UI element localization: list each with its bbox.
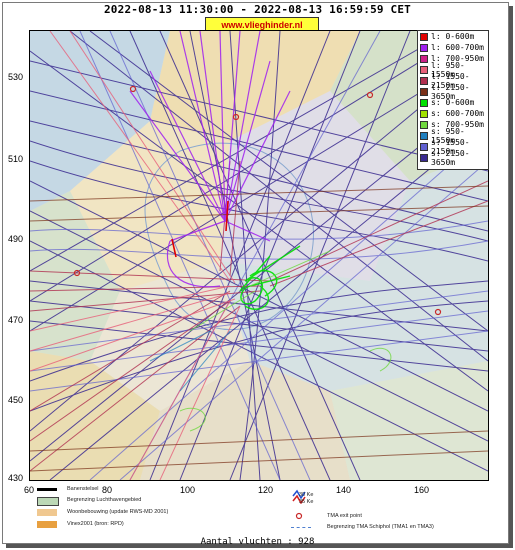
tracks-mid-s bbox=[30, 31, 488, 480]
tracks-l-600 bbox=[129, 31, 291, 288]
legend-label: s: 2150-3650m bbox=[431, 148, 470, 167]
polder-area bbox=[30, 191, 120, 361]
x-tick: 100 bbox=[180, 485, 196, 495]
tracks-l-1550 bbox=[30, 160, 488, 472]
legend-label: l: 1550-2150m bbox=[431, 71, 470, 90]
legend-swatch bbox=[420, 153, 428, 162]
legend-swatch bbox=[420, 87, 428, 96]
legend-item: s: 950-1550m bbox=[418, 127, 488, 145]
legend-item: l: 1550-2150m bbox=[418, 72, 488, 90]
flight-track-map bbox=[29, 30, 489, 481]
legend-label: s: 950-1550m bbox=[431, 126, 465, 145]
legend-swatch bbox=[420, 109, 428, 118]
tma-boundary bbox=[144, 142, 314, 331]
legend-item: l: 0-600m bbox=[418, 31, 488, 42]
legend-swatch bbox=[420, 54, 428, 63]
flight-count: Aantal vluchten : 928 bbox=[200, 537, 315, 547]
tracks-s-950 bbox=[149, 330, 231, 392]
legend-label: s: 600-700m bbox=[431, 109, 484, 118]
legend-item: s: 600-700m bbox=[418, 108, 488, 119]
legend-swatch bbox=[420, 120, 428, 129]
y-tick: 530 bbox=[8, 72, 24, 82]
time-range-title: 2022-08-13 11:30:00 - 2022-08-13 16:59:5… bbox=[103, 3, 411, 16]
legend-label: l: 700-950m bbox=[431, 54, 484, 63]
legend-swatch bbox=[420, 98, 428, 107]
tma-boundary-swatch bbox=[291, 527, 311, 528]
vinex-label: Vinex2001 (bron: RPD) bbox=[67, 521, 124, 527]
tma-exit-icon bbox=[295, 512, 303, 520]
legend-swatch bbox=[420, 142, 428, 151]
housing-area bbox=[150, 31, 360, 141]
x-tick: 60 bbox=[24, 485, 35, 495]
map-legend-strip: Banenstelsel Begrenzing Luchthavengebied… bbox=[29, 482, 487, 534]
noise-30-label: 30 Ke bbox=[299, 492, 314, 498]
legend-swatch bbox=[420, 65, 428, 74]
legend-item: s: 700-950m bbox=[418, 119, 488, 130]
x-tick: 120 bbox=[258, 485, 274, 495]
vinex-swatch bbox=[37, 521, 57, 528]
y-tick: 470 bbox=[8, 315, 24, 325]
tma-exit-points bbox=[73, 85, 442, 316]
housing-area bbox=[70, 121, 230, 291]
tracks-l-950 bbox=[30, 31, 241, 480]
legend-label: l: 600-700m bbox=[431, 43, 484, 52]
tracks-s-700 bbox=[179, 250, 392, 432]
legend-label: l: 950-1550m bbox=[431, 60, 465, 79]
tracks-l-2150 bbox=[30, 185, 488, 472]
legend-item: l: 950-1550m bbox=[418, 61, 488, 79]
legend-label: s: 1550-2150m bbox=[431, 137, 470, 156]
noise-35-label: 35 Ke bbox=[299, 499, 314, 505]
housing-label: Woonbebouwing (update RWS-MD 2001) bbox=[67, 509, 169, 515]
tracks-s-0-600 bbox=[239, 245, 301, 310]
legend-swatch bbox=[420, 131, 428, 140]
map-canvas bbox=[30, 31, 488, 480]
water-area bbox=[220, 151, 488, 391]
legend-swatch bbox=[420, 32, 428, 41]
y-tick: 450 bbox=[8, 395, 24, 405]
airport-boundary-swatch bbox=[37, 497, 59, 506]
legend-item: l: 700-950m bbox=[418, 53, 488, 64]
water-area bbox=[30, 31, 170, 211]
y-tick: 430 bbox=[8, 473, 24, 483]
legend-swatch bbox=[420, 76, 428, 85]
x-tick: 80 bbox=[102, 485, 113, 495]
housing-swatch bbox=[37, 509, 57, 516]
legend-label: s: 0-600m bbox=[431, 98, 475, 107]
tracks-l-0-600 bbox=[171, 200, 229, 258]
land-area bbox=[140, 361, 350, 480]
altitude-legend: l: 0-600m l: 600-700m l: 700-950m l: 950… bbox=[417, 30, 489, 170]
runway-swatch bbox=[37, 488, 57, 491]
legend-item: s: 1550-2150m bbox=[418, 138, 488, 156]
legend-label: s: 700-950m bbox=[431, 120, 484, 129]
x-tick: 160 bbox=[414, 485, 430, 495]
legend-label: l: 0-600m bbox=[431, 32, 475, 41]
noise-contour-icon bbox=[292, 489, 306, 504]
y-tick: 510 bbox=[8, 154, 24, 164]
runway-label: Banenstelsel bbox=[67, 486, 99, 492]
x-tick: 140 bbox=[336, 485, 352, 495]
legend-item: l: 2150-3650m bbox=[418, 83, 488, 101]
legend-label: l: 2150-3650m bbox=[431, 82, 470, 101]
legend-item: l: 600-700m bbox=[418, 42, 488, 53]
y-tick: 490 bbox=[8, 234, 24, 244]
legend-item: s: 2150-3650m bbox=[418, 149, 488, 167]
tma-boundary-label: Begrenzing TMA Schiphol (TMA1 en TMA3) bbox=[327, 524, 434, 530]
legend-item: s: 0-600m bbox=[418, 97, 488, 108]
legend-swatch bbox=[420, 43, 428, 52]
airport-boundary-label: Begrenzing Luchthavengebied bbox=[67, 497, 142, 503]
tma-exit-label: TMA exit point bbox=[327, 513, 362, 519]
